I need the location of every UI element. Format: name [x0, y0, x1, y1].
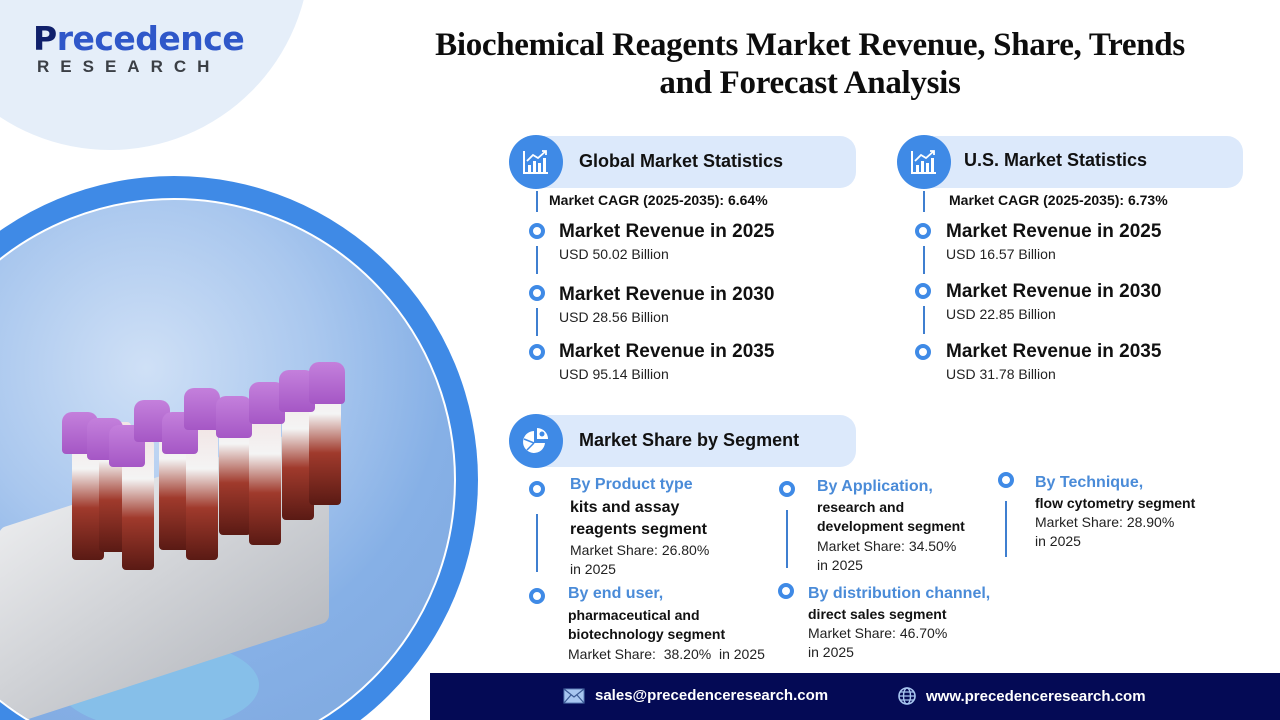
segment-application-heading: By Application, [817, 478, 933, 495]
global-stats-title: Global Market Statistics [579, 151, 784, 171]
global-cagr: Market CAGR (2025-2035): 6.64% [549, 192, 768, 208]
segment-name-line: direct sales segment [808, 606, 947, 622]
timeline-dot [529, 588, 545, 604]
segment-application-name: research and development segment [817, 498, 965, 536]
us-cagr: Market CAGR (2025-2035): 6.73% [949, 192, 1168, 208]
us-revenue-2035-value: USD 31.78 Billion [946, 366, 1056, 382]
footer-website: www.precedenceresearch.com [926, 687, 1146, 705]
segment-application-share: Market Share: 34.50% in 2025 [817, 537, 956, 575]
global-revenue-2035-value: USD 95.14 Billion [559, 366, 669, 382]
timeline-line [1005, 501, 1007, 557]
pie-chart-icon [509, 414, 563, 468]
brand-logo: Precedence RESEARCH [33, 19, 245, 77]
segment-name-line: flow cytometry segment [1035, 495, 1196, 511]
title-line-1: Biochemical Reagents Market Revenue, Sha… [435, 27, 1185, 63]
segment-technique-heading: By Technique, [1035, 474, 1144, 491]
segment-title: Market Share by Segment [579, 430, 800, 450]
segment-product-type-name: kits and assay reagents segment [570, 497, 707, 541]
segment-end-user-heading: By end user, [568, 585, 664, 602]
timeline-dot [529, 344, 545, 360]
tube-cap [216, 396, 252, 438]
segment-distribution-heading: By distribution channel, [808, 585, 991, 602]
timeline-dot [778, 583, 794, 599]
footer-bar [430, 673, 1280, 720]
segment-product-type-share: Market Share: 26.80% in 2025 [570, 541, 709, 579]
segment-name-line: biotechnology segment [568, 626, 726, 642]
timeline-line [923, 246, 925, 274]
logo-initial: P [33, 19, 57, 58]
segment-name-line: development segment [817, 518, 965, 534]
logo-rest: recedence [56, 19, 245, 58]
us-revenue-2030-label: Market Revenue in 2030 [946, 281, 1162, 302]
tube-cap [309, 362, 345, 404]
logo-wordmark: Precedence [33, 19, 245, 58]
timeline-line [536, 514, 538, 572]
timeline-line [536, 191, 538, 212]
segment-name-line: research and [817, 499, 905, 515]
title-line-2: and Forecast Analysis [659, 65, 961, 101]
timeline-line [786, 510, 788, 568]
us-revenue-2025-label: Market Revenue in 2025 [946, 221, 1162, 242]
page-title: Biochemical Reagents Market Revenue, Sha… [370, 26, 1250, 102]
us-stats-title: U.S. Market Statistics [964, 150, 1148, 170]
segment-name-line: pharmaceutical and [568, 607, 700, 623]
segment-share-year: in 2025 [570, 561, 616, 577]
mail-icon [563, 688, 585, 703]
timeline-dot [529, 481, 545, 497]
segment-share-value: Market Share: 34.50% [817, 538, 957, 554]
global-revenue-2025-value: USD 50.02 Billion [559, 246, 669, 262]
logo-subtitle: RESEARCH [37, 57, 221, 76]
us-revenue-2035-label: Market Revenue in 2035 [946, 341, 1162, 362]
segment-share-value: Market Share: 46.70% [808, 625, 948, 641]
timeline-dot [529, 223, 545, 239]
segment-end-user-name: pharmaceutical and biotechnology segment [568, 606, 725, 644]
timeline-dot [915, 223, 931, 239]
segment-distribution-name: direct sales segment [808, 605, 947, 624]
tube-cap [184, 388, 220, 430]
timeline-line [536, 246, 538, 274]
segment-share-year: in 2025 [817, 557, 863, 573]
timeline-line [536, 308, 538, 336]
global-stats-header [536, 136, 856, 188]
us-stats-header [923, 136, 1243, 188]
footer-website-link[interactable]: www.precedenceresearch.com [898, 687, 1146, 705]
timeline-dot [915, 283, 931, 299]
timeline-line [923, 306, 925, 334]
segment-product-type-heading: By Product type [570, 476, 693, 493]
timeline-dot [915, 344, 931, 360]
segment-end-user-share: Market Share: 38.20% in 2025 [568, 646, 765, 662]
footer-email: sales@precedenceresearch.com [595, 687, 829, 704]
global-revenue-2025-label: Market Revenue in 2025 [559, 221, 775, 242]
segment-technique-share: Market Share: 28.90% in 2025 [1035, 513, 1174, 551]
chart-growth-icon [509, 135, 563, 189]
timeline-dot [998, 472, 1014, 488]
lab-tubes-photo [0, 198, 456, 720]
global-revenue-2030-label: Market Revenue in 2030 [559, 284, 775, 305]
segment-name-line: reagents segment [570, 521, 707, 538]
global-revenue-2030-value: USD 28.56 Billion [559, 309, 669, 325]
timeline-line [923, 191, 925, 212]
us-revenue-2030-value: USD 22.85 Billion [946, 306, 1056, 322]
segment-share-value: Market Share: 28.90% [1035, 514, 1175, 530]
segment-distribution-share: Market Share: 46.70% in 2025 [808, 624, 947, 662]
chart-growth-icon [897, 135, 951, 189]
segment-technique-name: flow cytometry segment [1035, 494, 1195, 513]
us-revenue-2025-value: USD 16.57 Billion [946, 246, 1056, 262]
segment-header [536, 415, 856, 467]
test-tube [249, 415, 281, 545]
segment-share-value: Market Share: 26.80% [570, 542, 710, 558]
globe-icon [898, 687, 916, 705]
segment-share-year: in 2025 [1035, 533, 1081, 549]
segment-name-line: kits and assay [570, 499, 680, 516]
global-revenue-2035-label: Market Revenue in 2035 [559, 341, 775, 362]
footer-email-link[interactable]: sales@precedenceresearch.com [563, 687, 828, 704]
timeline-dot [779, 481, 795, 497]
timeline-dot [529, 285, 545, 301]
segment-share-year: in 2025 [808, 644, 854, 660]
